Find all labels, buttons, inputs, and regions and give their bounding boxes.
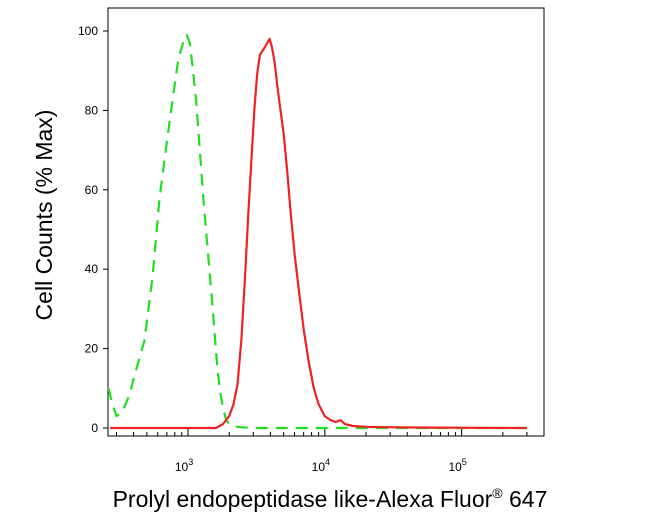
x-axis-title-superscript: ® [492, 485, 503, 501]
x-tick-label: 103 [175, 457, 193, 474]
series-line-1 [107, 33, 527, 430]
y-axis: 0 20 40 60 80 100 [78, 24, 108, 435]
x-axis: 103 104 105 [116, 429, 545, 474]
y-axis-title: Cell Counts (% Max) [31, 110, 57, 321]
y-tick-label: 60 [85, 183, 99, 197]
y-tick-label: 20 [85, 342, 99, 356]
y-tick-label: 0 [91, 421, 98, 435]
series-line-2 [110, 37, 527, 430]
x-axis-title-suffix: 647 [503, 486, 548, 512]
series-group [107, 33, 527, 430]
x-axis-title-main: Prolyl endopeptidase like-Alexa Fluor [113, 486, 493, 512]
x-axis-title: Prolyl endopeptidase like-Alexa Fluor® 6… [113, 485, 548, 512]
y-tick-label: 100 [78, 24, 98, 38]
y-tick-label: 80 [85, 103, 99, 117]
x-tick-label: 105 [448, 457, 466, 474]
y-tick-label: 40 [85, 262, 99, 276]
x-tick-label: 104 [312, 457, 330, 474]
plot-frame [107, 7, 545, 437]
